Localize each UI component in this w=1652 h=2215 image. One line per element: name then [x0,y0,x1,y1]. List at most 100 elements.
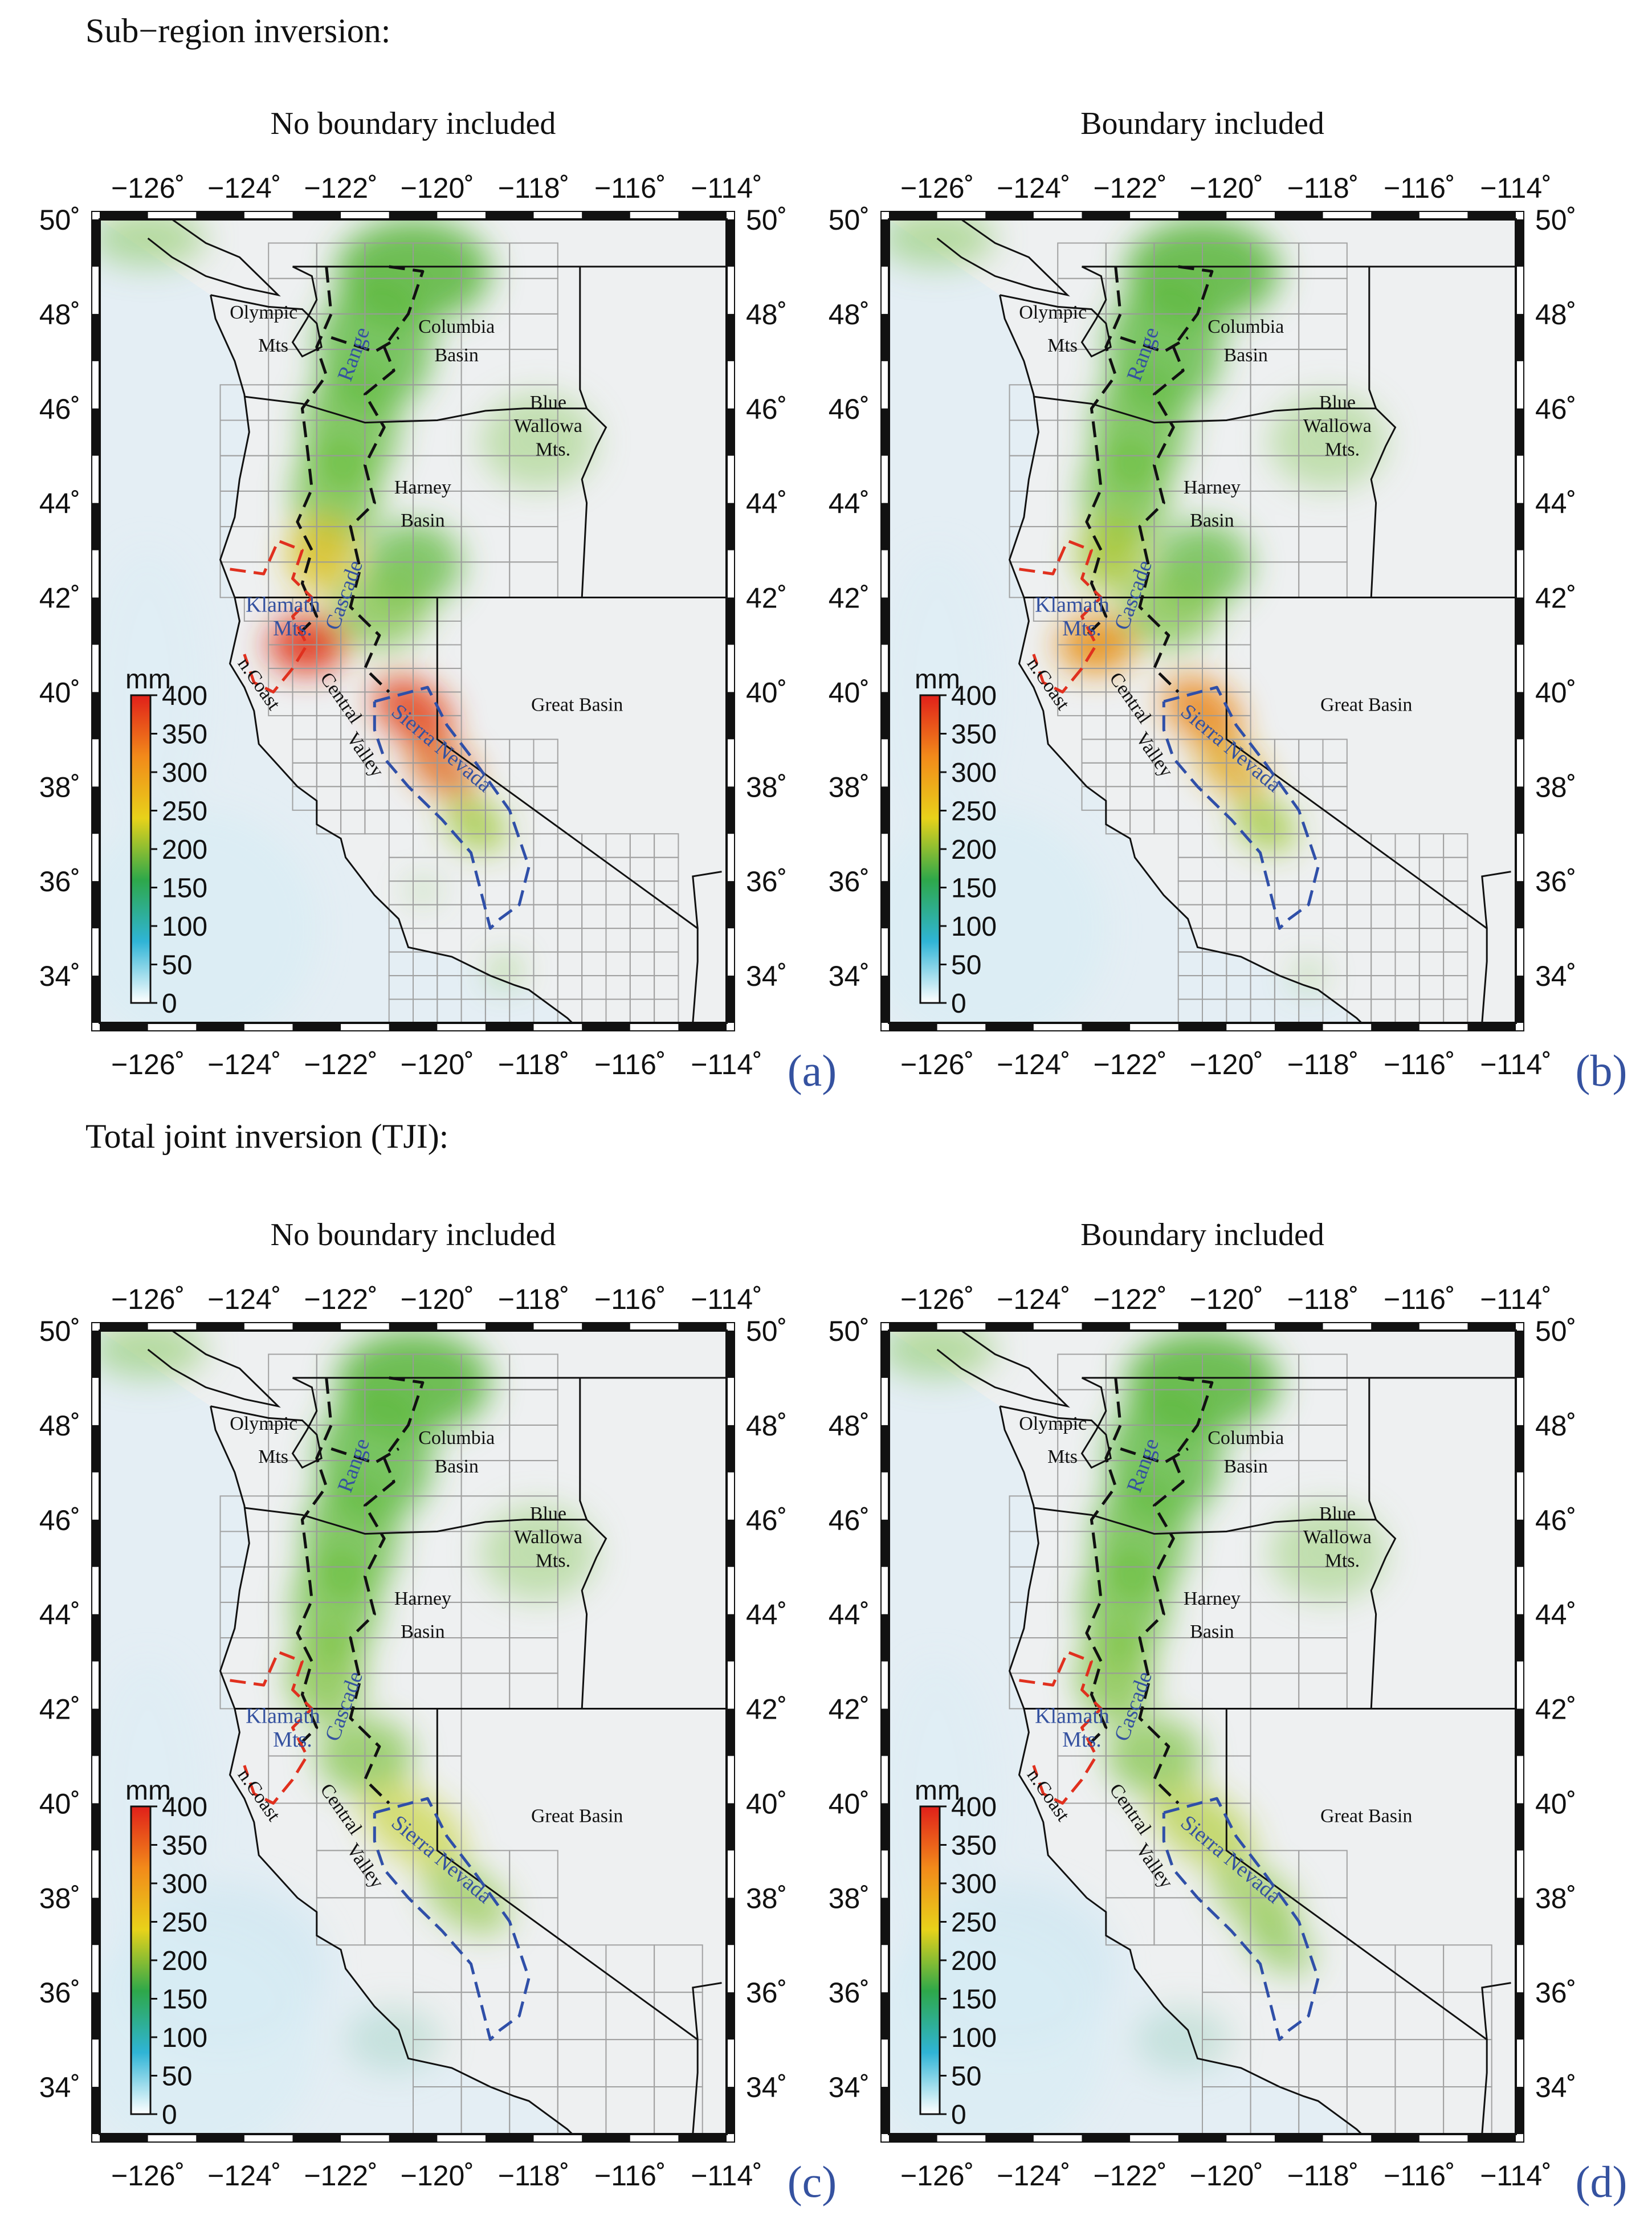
lon-tick-top: −126˚ [900,1283,974,1315]
lat-tick-right: 42˚ [746,1694,787,1726]
colorbar-tick-label: 150 [162,874,207,904]
lon-tick-bottom: −118˚ [498,2160,570,2192]
label-columbia: Columbia [1208,316,1284,337]
border-bar [485,1323,534,1331]
border-bar [1178,2134,1227,2142]
axis-labels: −126˚ −126˚ −124˚ −124˚ −122˚ −122˚ −120˚ −120˚… [829,172,1577,1080]
border-bar [1178,1323,1227,1331]
border-bar [727,408,735,456]
label-olympic: Olympic [230,302,297,323]
cascade-crossline [1120,336,1189,353]
anomaly-blob [408,881,438,900]
grid-cell [533,739,558,764]
lat-tick-left: 46˚ [829,393,870,425]
anomaly-blob [1135,2006,1231,2073]
border-bar [1516,692,1524,740]
cascade-crossline [331,336,399,353]
border-bar [881,219,889,267]
label-blue: Blue [1319,1503,1356,1524]
colorbar-tick-label: 0 [951,2100,966,2130]
political-lines [147,219,727,1023]
label-olympic-mts: Mts [1047,335,1078,356]
lat-tick-left: 48˚ [39,1410,80,1442]
cascade-outline-east [349,265,425,694]
border-bar [727,2087,735,2134]
cascade-outline-east [1138,265,1214,694]
border-bar [727,219,735,267]
border-bar [196,1323,244,1331]
lon-tick-bottom: −120˚ [1190,2160,1263,2192]
anomaly-field [889,1331,1386,2134]
klamath-outline [1019,539,1103,694]
border-bar [727,1708,735,1756]
lat-tick-right: 44˚ [746,1599,787,1631]
border-bar [881,1708,889,1756]
border-bar [1371,1323,1420,1331]
border-bar [985,211,1034,219]
border-bar [196,1023,244,1031]
border-bar [100,2134,148,2142]
cascade-outline-west [296,266,333,637]
sierra-nevada-outline [373,1797,531,2041]
border-bar [92,976,100,1023]
lon-tick-bottom: −122˚ [304,1049,377,1080]
label-wallowa-mts: Mts. [1325,1551,1360,1572]
colorbar-unit: mm [915,1776,960,1806]
label-olympic: Olympic [230,1413,297,1434]
lon-tick-top: −124˚ [207,1283,281,1315]
grid-cell [654,1944,703,1993]
label-olympic-mts: Mts [1047,1446,1078,1467]
boundary-line [1000,1377,1112,1469]
label-olympic-mts: Mts [258,1446,288,1467]
colorbar-bar [130,1805,152,2115]
border-bar [678,1323,727,1331]
lat-tick-right: 40˚ [746,1788,787,1820]
label-klamath: Klamath [246,1704,320,1728]
border-bar [881,313,889,361]
anomaly-blob [889,810,1106,1023]
lon-tick-top: −122˚ [1093,172,1166,204]
border-bar [389,2134,438,2142]
lon-tick-bottom: −116˚ [1384,1049,1455,1080]
boundary-line [999,1406,1363,2134]
border-bar [1274,1023,1323,1031]
border-bar [292,211,341,219]
boundary-line [1033,1507,1376,1535]
colorbar-bar [919,1805,941,2115]
border-bar [1082,2134,1131,2142]
border-bar [727,1519,735,1567]
sierra-nevada-outline [1162,1797,1320,2041]
border-bar [92,1331,100,1378]
anomaly-blob [100,810,317,1023]
border-bar [678,1023,727,1031]
lat-tick-right: 34˚ [746,2071,787,2103]
lat-tick-right: 38˚ [1535,771,1576,803]
boundary-line [210,295,574,1023]
label-great-basin: Great Basin [1320,1806,1412,1827]
border-bar [100,1023,148,1031]
border-bar [727,313,735,361]
border-bar [292,1323,341,1331]
lon-tick-bottom: −122˚ [1093,1049,1166,1080]
border-bar [881,786,889,834]
lon-tick-top: −120˚ [401,1283,474,1315]
klamath-outline [230,1650,313,1805]
cascade-outline-west [1085,1377,1122,1748]
label-columbia: Columbia [418,1427,495,1449]
border-bar [92,408,100,456]
lat-tick-left: 36˚ [829,866,870,898]
political-lines [147,1331,727,2134]
grid-cell [1298,1850,1348,1899]
border-bar [1516,408,1524,456]
border-bar [727,692,735,740]
border-bar [92,1425,100,1472]
border-bar [92,692,100,740]
map-content: OlympicMtsColumbiaBasinRangeCascadeBlueW… [100,219,727,1023]
lon-tick-bottom: −114˚ [1480,2160,1552,2192]
border-bar [1516,1331,1524,1378]
lat-tick-right: 46˚ [1535,393,1576,425]
border-bar [1371,211,1420,219]
lat-tick-right: 50˚ [746,204,787,236]
section-title-tji: Total joint inversion (TJI): [85,1117,449,1155]
